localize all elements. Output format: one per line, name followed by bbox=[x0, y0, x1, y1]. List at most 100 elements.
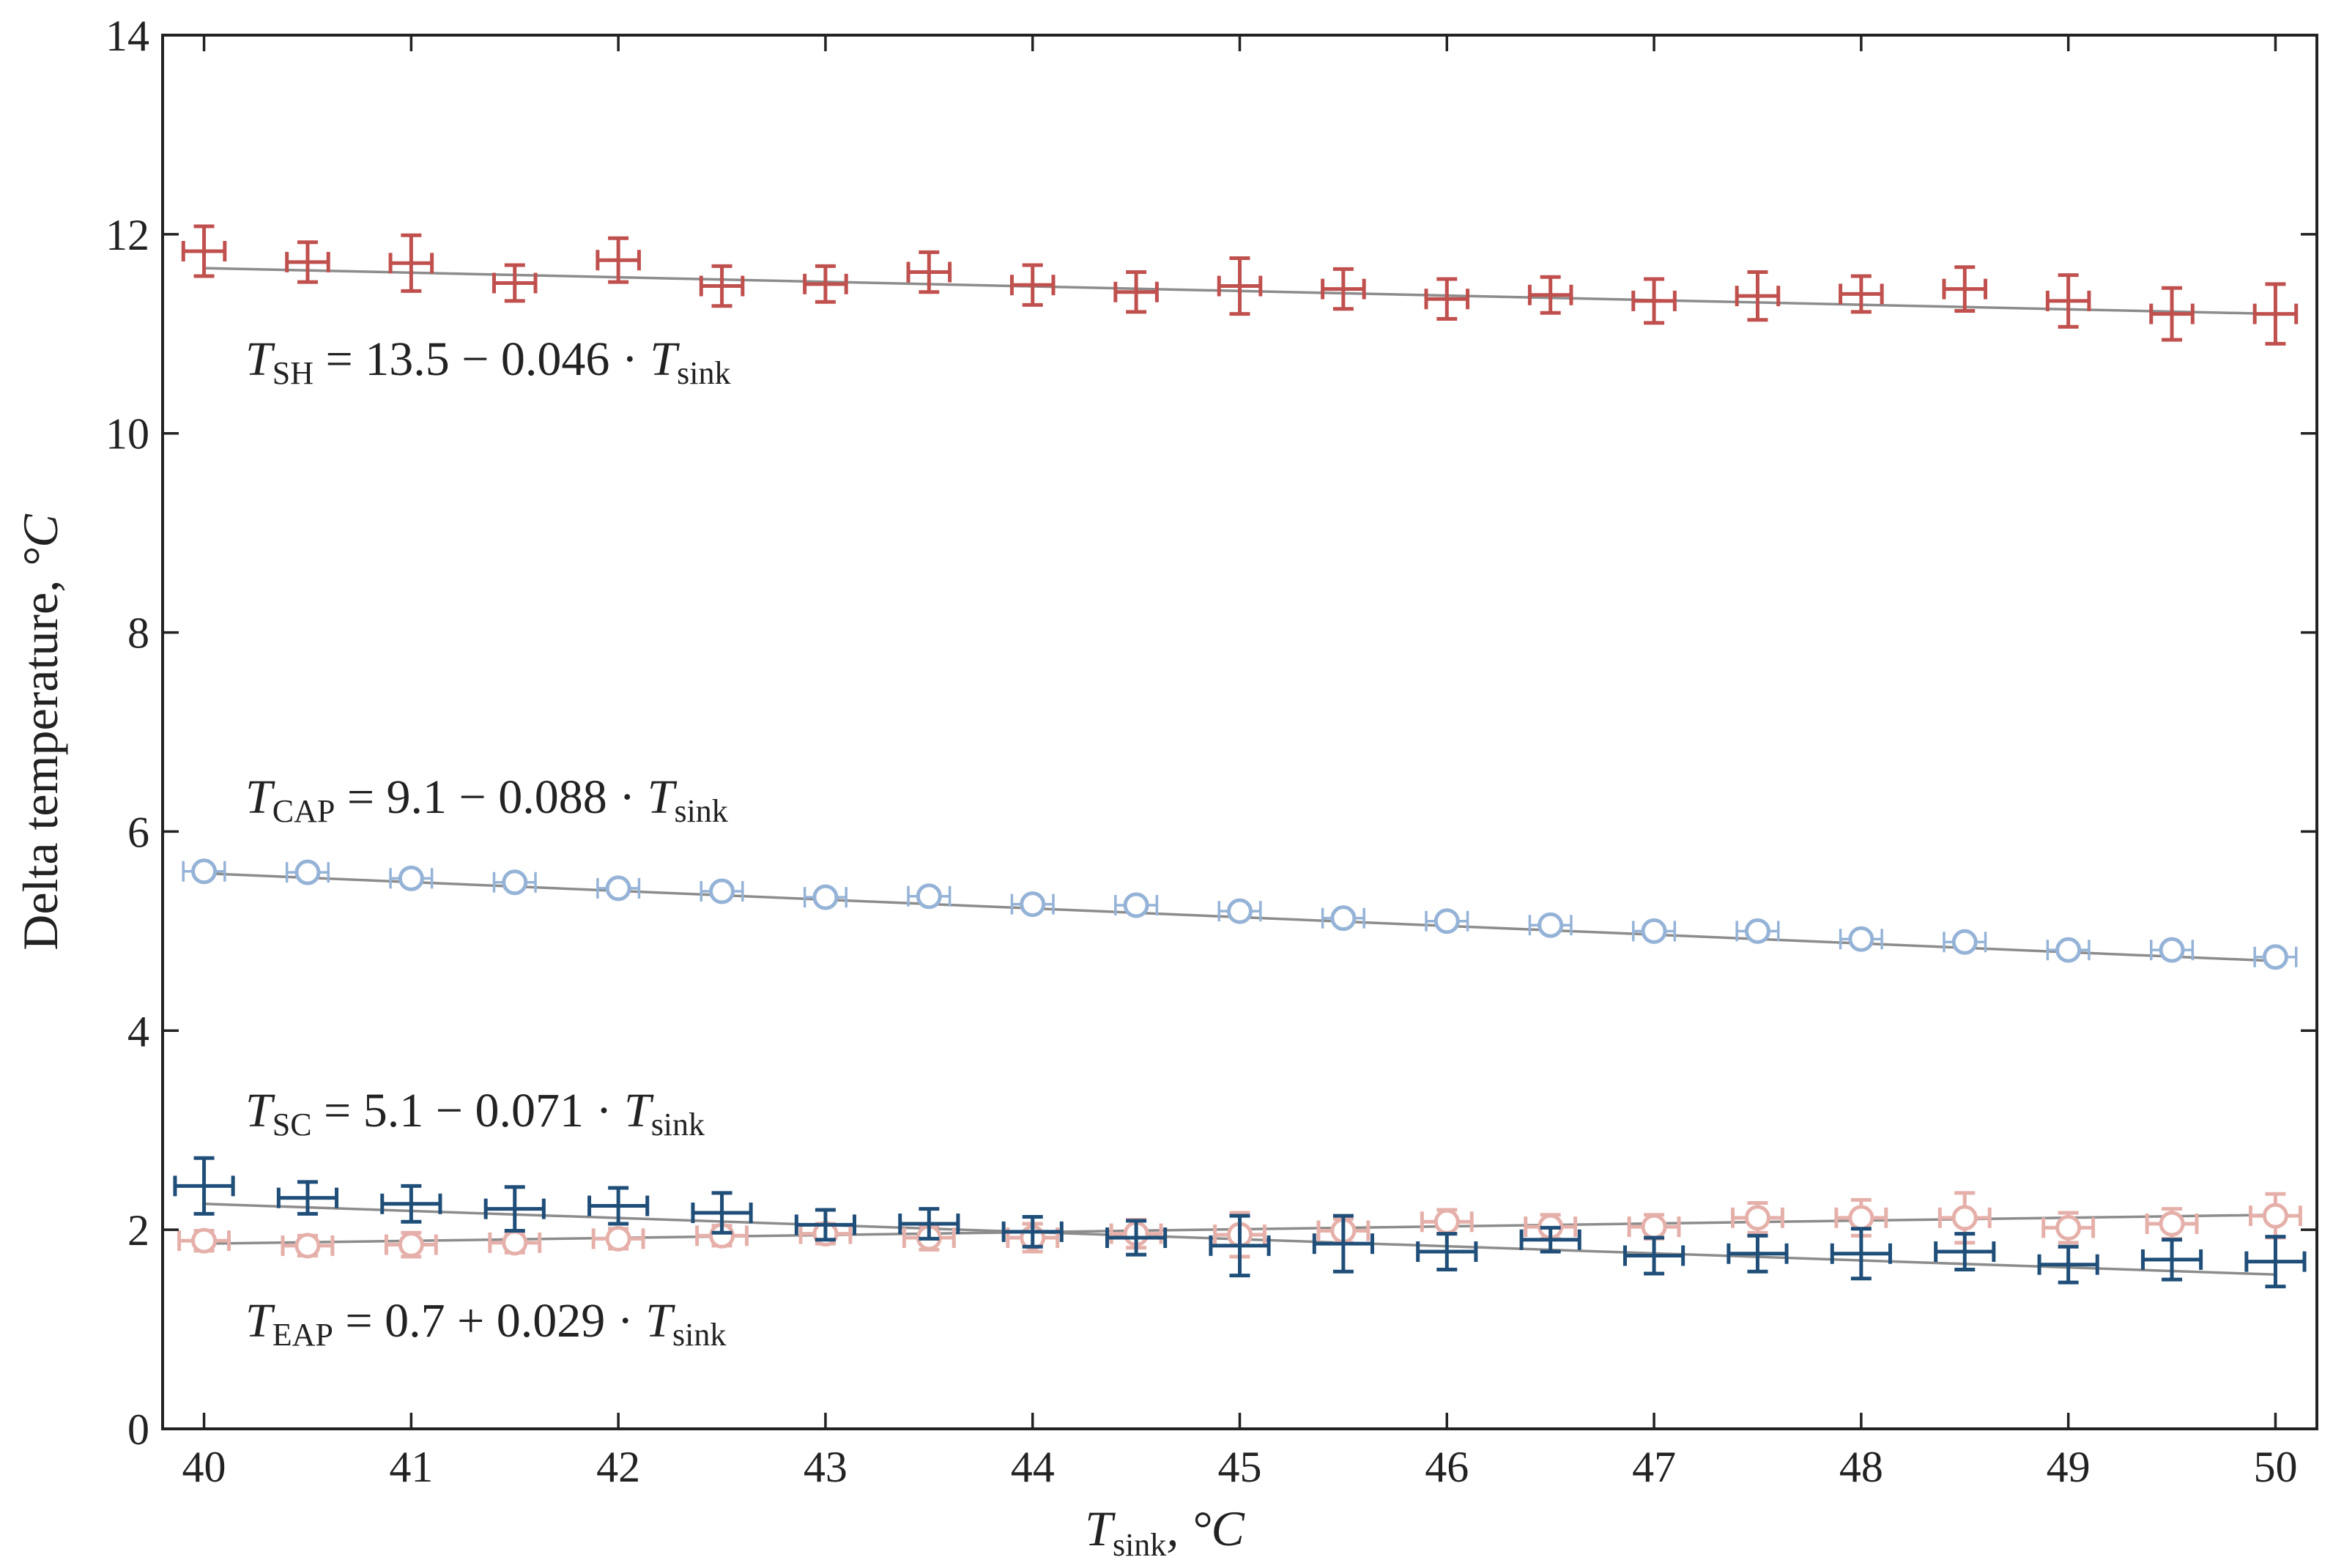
data-point-sh-7 bbox=[906, 250, 952, 294]
series-sc bbox=[173, 1156, 2307, 1289]
data-point-sh-6 bbox=[803, 264, 848, 304]
equation-cap: TCAP = 9.1 − 0.088 · Tsink bbox=[245, 770, 728, 829]
data-point-cap-19 bbox=[2150, 937, 2195, 963]
marker-circle bbox=[1848, 1205, 1874, 1231]
data-point-sh-17 bbox=[1942, 265, 1988, 313]
marker-circle bbox=[1848, 926, 1874, 952]
data-point-sc-15 bbox=[1726, 1233, 1789, 1274]
data-point-sc-2 bbox=[380, 1184, 442, 1224]
data-point-sh-12 bbox=[1424, 277, 1470, 321]
marker-circle bbox=[191, 858, 218, 885]
data-point-eap-17 bbox=[1937, 1191, 1992, 1245]
data-point-sh-18 bbox=[2045, 273, 2091, 329]
fit-equations: TSH = 13.5 − 0.046 · Tsink TCAP = 9.1 − … bbox=[245, 332, 730, 1353]
data-point-sh-0 bbox=[181, 224, 227, 278]
marker-circle bbox=[2262, 944, 2288, 970]
marker-circle bbox=[294, 1233, 321, 1259]
data-point-sc-14 bbox=[1622, 1236, 1685, 1276]
x-tick-label: 48 bbox=[1839, 1443, 1883, 1491]
data-point-sh-19 bbox=[2149, 286, 2195, 342]
data-point-cap-2 bbox=[389, 865, 434, 891]
data-point-cap-12 bbox=[1425, 908, 1469, 935]
x-tick-label: 41 bbox=[389, 1443, 433, 1491]
data-point-cap-0 bbox=[182, 858, 226, 885]
data-point-sc-19 bbox=[2140, 1238, 2203, 1282]
marker-circle bbox=[709, 878, 735, 904]
data-point-eap-0 bbox=[177, 1227, 231, 1254]
data-point-sc-13 bbox=[1519, 1225, 1581, 1254]
marker-circle bbox=[2159, 1211, 2185, 1237]
y-tick-label: 4 bbox=[127, 1007, 149, 1055]
marker-circle bbox=[605, 1225, 631, 1252]
x-tick-label: 46 bbox=[1425, 1443, 1469, 1491]
data-point-sh-20 bbox=[2252, 282, 2299, 346]
data-point-cap-7 bbox=[907, 883, 952, 910]
marker-circle bbox=[1227, 898, 1253, 924]
marker-circle bbox=[1744, 1205, 1770, 1231]
marker-circle bbox=[1123, 892, 1149, 918]
data-point-cap-1 bbox=[285, 859, 330, 885]
marker-circle bbox=[398, 865, 424, 891]
data-point-eap-4 bbox=[591, 1225, 645, 1252]
equation-sh: TSH = 13.5 − 0.046 · Tsink bbox=[245, 332, 730, 391]
data-point-cap-8 bbox=[1010, 891, 1055, 918]
x-tick-label: 47 bbox=[1632, 1443, 1676, 1491]
data-point-cap-20 bbox=[2253, 944, 2298, 970]
y-tick-label: 12 bbox=[105, 211, 149, 259]
data-point-eap-12 bbox=[1420, 1208, 1474, 1236]
data-point-sc-1 bbox=[276, 1180, 339, 1216]
data-point-sh-16 bbox=[1839, 274, 1884, 314]
y-tick-label: 10 bbox=[105, 410, 149, 458]
data-point-cap-13 bbox=[1528, 912, 1573, 938]
x-tick-label: 42 bbox=[596, 1443, 640, 1491]
data-point-sc-4 bbox=[587, 1186, 650, 1226]
y-tick-label: 0 bbox=[127, 1405, 149, 1454]
data-point-sh-3 bbox=[492, 263, 538, 303]
x-tick-label: 45 bbox=[1218, 1443, 1262, 1491]
data-point-sh-13 bbox=[1527, 275, 1573, 315]
marker-circle bbox=[502, 869, 528, 896]
marker-circle bbox=[294, 859, 321, 885]
marker-circle bbox=[812, 884, 839, 910]
marker-circle bbox=[1433, 908, 1460, 935]
data-point-sc-6 bbox=[794, 1208, 857, 1242]
marker-circle bbox=[1020, 891, 1046, 918]
data-point-eap-2 bbox=[384, 1230, 438, 1259]
data-point-sc-5 bbox=[691, 1191, 753, 1235]
data-point-sc-3 bbox=[483, 1185, 546, 1233]
data-point-sh-1 bbox=[285, 240, 330, 284]
data-point-sh-11 bbox=[1321, 267, 1366, 311]
data-point-cap-5 bbox=[700, 878, 744, 904]
marker-circle bbox=[1744, 918, 1770, 944]
y-tick-label: 14 bbox=[105, 12, 149, 60]
y-tick-label: 2 bbox=[127, 1206, 149, 1255]
data-point-sh-5 bbox=[699, 264, 745, 308]
data-point-sc-20 bbox=[2244, 1235, 2307, 1289]
data-point-eap-3 bbox=[488, 1230, 542, 1256]
data-point-sc-18 bbox=[2037, 1244, 2099, 1285]
marker-circle bbox=[605, 875, 631, 902]
marker-circle bbox=[1951, 929, 1978, 955]
data-point-eap-7 bbox=[902, 1224, 956, 1252]
data-point-sh-9 bbox=[1113, 270, 1159, 314]
marker-circle bbox=[1951, 1205, 1978, 1231]
data-point-cap-16 bbox=[1839, 926, 1883, 952]
data-point-sc-8 bbox=[1001, 1214, 1064, 1249]
data-point-cap-10 bbox=[1217, 898, 1262, 924]
data-point-cap-4 bbox=[596, 875, 641, 902]
data-point-cap-14 bbox=[1632, 918, 1677, 944]
data-point-sc-11 bbox=[1312, 1214, 1374, 1274]
data-point-sc-0 bbox=[173, 1156, 235, 1216]
data-point-cap-3 bbox=[492, 869, 537, 896]
series-cap bbox=[182, 858, 2298, 970]
x-tick-label: 49 bbox=[2047, 1443, 2091, 1491]
data-point-sc-9 bbox=[1105, 1219, 1168, 1257]
x-tick-label: 50 bbox=[2253, 1443, 2297, 1491]
marker-circle bbox=[191, 1227, 218, 1254]
data-point-cap-9 bbox=[1114, 892, 1159, 918]
data-point-eap-15 bbox=[1731, 1200, 1784, 1235]
plot-marks bbox=[173, 224, 2307, 1289]
x-tick-label: 40 bbox=[182, 1443, 226, 1491]
y-axis-title: Delta temperature, °C bbox=[12, 514, 68, 951]
